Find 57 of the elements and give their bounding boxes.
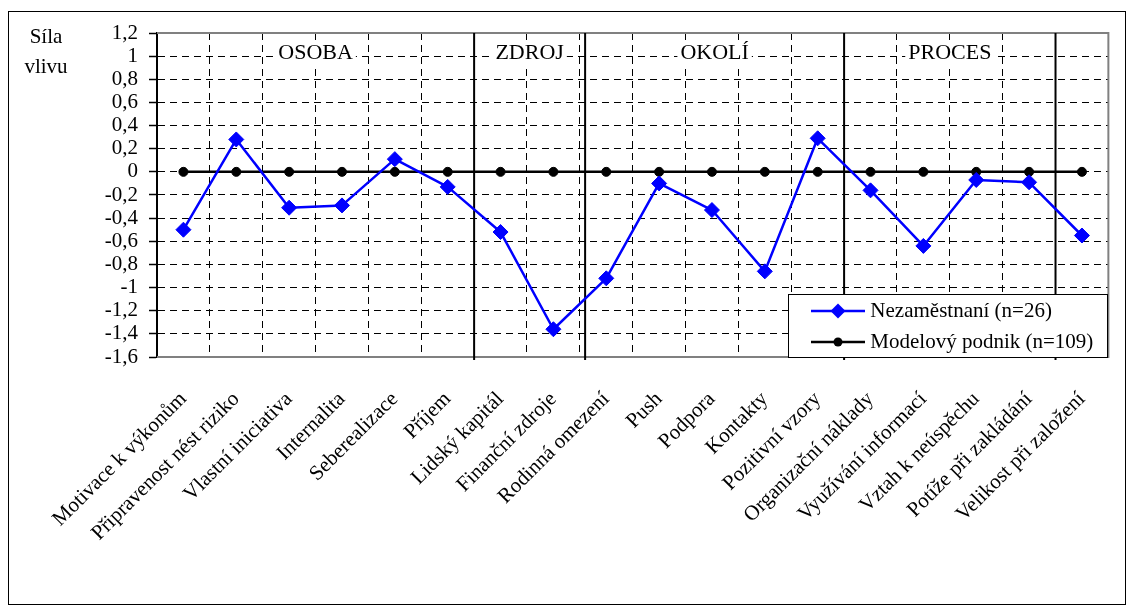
- annotation: OKOLÍ: [680, 38, 749, 64]
- y-tick-label: -1,2: [104, 297, 138, 322]
- point: [756, 263, 773, 280]
- point: [1024, 166, 1035, 177]
- point: [231, 166, 242, 177]
- y-axis-title: Síla vlivu: [23, 23, 69, 80]
- point: [492, 224, 509, 241]
- point: [1073, 227, 1090, 244]
- point: [336, 166, 347, 177]
- point: [178, 166, 189, 177]
- point: [915, 237, 932, 254]
- legend-label: Nezaměstnaní (n=26): [870, 298, 1052, 323]
- point: [651, 175, 668, 192]
- point: [548, 166, 559, 177]
- annotation: PROCES: [908, 38, 992, 64]
- y-tick-label: 0,8: [111, 65, 138, 90]
- point: [865, 166, 876, 177]
- point: [389, 166, 400, 177]
- y-tick-label: -1,6: [104, 343, 138, 368]
- y-tick-label: -0,6: [104, 227, 138, 252]
- y-tick-label: 0,2: [111, 135, 138, 160]
- y-tick-label: -0,4: [104, 204, 139, 229]
- y-tick-label: -1: [120, 274, 138, 299]
- point: [439, 178, 456, 195]
- point: [228, 131, 245, 148]
- point: [706, 166, 717, 177]
- point: [598, 270, 615, 287]
- point: [918, 166, 929, 177]
- point: [812, 166, 823, 177]
- point: [703, 202, 720, 219]
- y-tick-label: 0: [127, 158, 138, 183]
- point: [862, 182, 879, 199]
- point: [495, 166, 506, 177]
- y-tick-label: 1: [127, 42, 138, 67]
- point: [281, 199, 298, 216]
- point: [175, 221, 192, 238]
- y-tick-label: -0,2: [104, 181, 138, 206]
- annotation: OSOBA: [278, 38, 353, 64]
- point: [442, 166, 453, 177]
- legend-label: Modelový podnik (n=109): [870, 329, 1094, 354]
- y-tick-label: -0,8: [104, 250, 138, 275]
- y-tick-label: -1,4: [104, 320, 139, 345]
- y-tick-label: 1,2: [111, 19, 138, 44]
- point: [1021, 174, 1038, 191]
- point: [601, 166, 612, 177]
- point: [333, 197, 350, 214]
- annotation: ZDROJ: [495, 38, 565, 64]
- y-tick-label: 0,4: [111, 112, 139, 137]
- point: [809, 130, 826, 147]
- point: [545, 321, 562, 338]
- point: [968, 171, 985, 188]
- point: [284, 166, 295, 177]
- point: [1076, 166, 1087, 177]
- point: [654, 166, 665, 177]
- point: [759, 166, 770, 177]
- y-tick-label: 0,6: [111, 88, 138, 113]
- point: [386, 151, 403, 168]
